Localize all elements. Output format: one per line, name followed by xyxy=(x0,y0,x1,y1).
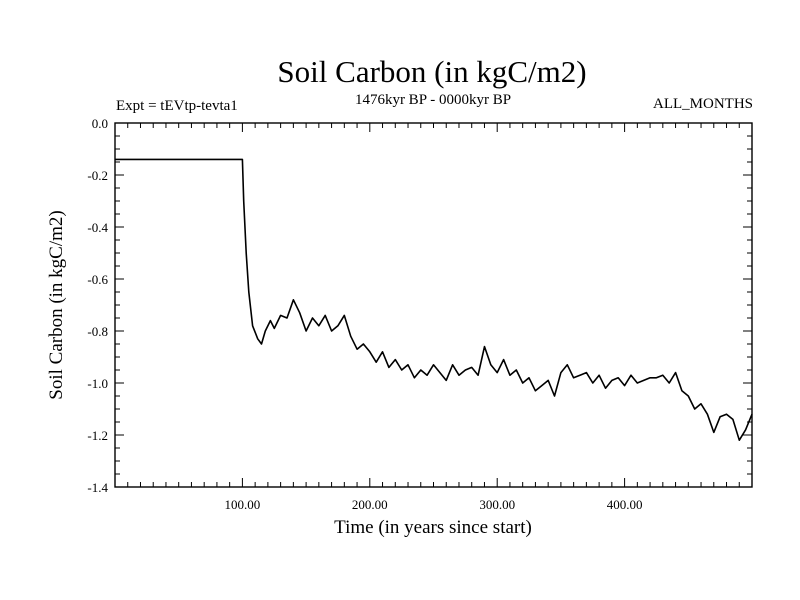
y-tick-label: -0.4 xyxy=(87,220,108,235)
y-tick-label: -1.4 xyxy=(87,480,108,495)
season-label: ALL_MONTHS xyxy=(653,96,753,112)
series-line-soil-carbon xyxy=(115,158,753,442)
y-tick-label: -0.8 xyxy=(87,324,108,339)
x-tick-label: 200.00 xyxy=(352,497,388,512)
plot-frame xyxy=(114,122,753,488)
y-tick-label: -1.2 xyxy=(87,428,108,443)
period-label: 1476kyr BP - 0000kyr BP xyxy=(355,92,511,108)
y-tick-label: -1.0 xyxy=(87,376,108,391)
chart-title: Soil Carbon (in kgC/m2) xyxy=(277,54,586,89)
x-tick-label: 300.00 xyxy=(479,497,515,512)
x-axis-label: Time (in years since start) xyxy=(334,517,532,538)
y-tick-label: -0.6 xyxy=(87,272,108,287)
experiment-label: Expt = tEVtp-tevta1 xyxy=(116,98,238,114)
x-tick-label: 100.00 xyxy=(225,497,261,512)
y-axis-label: Soil Carbon (in kgC/m2) xyxy=(46,210,67,399)
y-tick-label: -0.2 xyxy=(87,168,108,183)
x-tick-label: 400.00 xyxy=(607,497,643,512)
y-tick-label: 0.0 xyxy=(92,116,108,131)
